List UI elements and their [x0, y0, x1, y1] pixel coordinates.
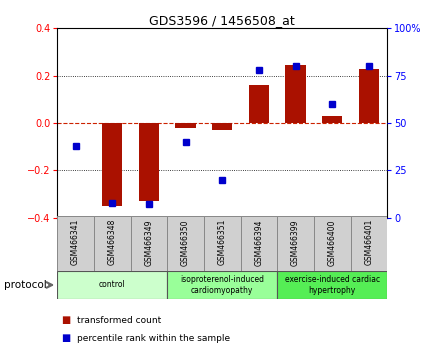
Text: isoproterenol-induced
cardiomyopathy: isoproterenol-induced cardiomyopathy: [180, 275, 264, 295]
Bar: [314, 216, 351, 271]
Text: GSM466349: GSM466349: [144, 219, 154, 266]
Bar: [167, 216, 204, 271]
Bar: [322, 116, 342, 123]
Bar: [57, 271, 167, 299]
Bar: [131, 216, 167, 271]
Bar: [139, 123, 159, 201]
Bar: [94, 216, 131, 271]
Text: GSM466351: GSM466351: [218, 219, 227, 266]
Bar: [241, 216, 277, 271]
Text: protocol: protocol: [4, 280, 47, 290]
Bar: [277, 271, 387, 299]
Text: percentile rank within the sample: percentile rank within the sample: [77, 333, 230, 343]
Text: exercise-induced cardiac
hypertrophy: exercise-induced cardiac hypertrophy: [285, 275, 380, 295]
Text: GSM466350: GSM466350: [181, 219, 190, 266]
Text: ■: ■: [62, 333, 71, 343]
Text: GSM466400: GSM466400: [328, 219, 337, 266]
Bar: [57, 216, 94, 271]
Text: GSM466348: GSM466348: [108, 219, 117, 266]
Bar: [249, 85, 269, 123]
Text: GSM466394: GSM466394: [254, 219, 264, 266]
Text: ■: ■: [62, 315, 71, 325]
Bar: [102, 123, 122, 206]
Bar: [176, 123, 196, 128]
Bar: [277, 216, 314, 271]
Bar: [359, 69, 379, 123]
Bar: [351, 216, 387, 271]
Bar: [204, 216, 241, 271]
Text: GSM466399: GSM466399: [291, 219, 300, 266]
Text: control: control: [99, 280, 125, 290]
Title: GDS3596 / 1456508_at: GDS3596 / 1456508_at: [149, 14, 295, 27]
Text: GSM466341: GSM466341: [71, 219, 80, 266]
Text: transformed count: transformed count: [77, 316, 161, 325]
Bar: [286, 65, 306, 123]
Bar: [167, 271, 277, 299]
Bar: [212, 123, 232, 130]
Text: GSM466401: GSM466401: [364, 219, 374, 266]
